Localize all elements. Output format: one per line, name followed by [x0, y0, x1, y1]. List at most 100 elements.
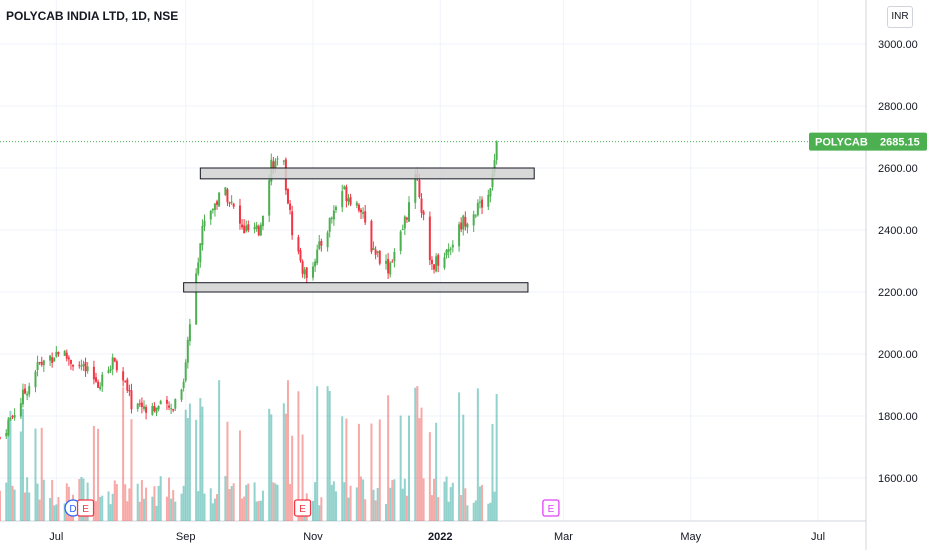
candle-body — [109, 368, 112, 371]
candle — [312, 262, 315, 281]
candle-body — [330, 217, 333, 219]
candle — [218, 191, 221, 207]
candle — [195, 268, 198, 325]
volume-bar — [259, 500, 262, 521]
volume-bar — [435, 422, 438, 521]
candle-body — [245, 225, 248, 232]
candle — [78, 361, 81, 369]
candle — [109, 365, 112, 374]
candle — [238, 198, 241, 230]
price-tick-label: 2400.00 — [878, 225, 918, 237]
currency-button[interactable]: INR — [887, 6, 913, 28]
volume-bar — [211, 503, 214, 521]
volume-bar — [130, 419, 133, 521]
candle-body — [138, 403, 141, 405]
candle-body — [274, 160, 277, 168]
candle-body — [211, 208, 214, 211]
candle-body — [13, 415, 16, 418]
candle-body — [408, 202, 411, 222]
candle — [201, 219, 204, 251]
candle-body — [94, 377, 97, 382]
volume-bar — [197, 491, 200, 521]
volume-bar — [458, 392, 461, 521]
candle — [28, 382, 31, 398]
candle-body — [372, 248, 375, 250]
candle — [362, 207, 365, 219]
candle — [466, 222, 469, 234]
candle — [385, 254, 388, 270]
candle — [153, 402, 156, 413]
volume-bar — [253, 482, 256, 521]
volume-bar — [334, 491, 337, 521]
time-tick-label: 2022 — [428, 531, 452, 543]
earnings-marker[interactable]: E — [76, 499, 95, 517]
candle — [405, 216, 408, 224]
candle — [320, 238, 323, 252]
candle — [130, 383, 133, 414]
candle-body — [289, 203, 292, 210]
volume-bar — [24, 492, 27, 521]
candle — [170, 403, 173, 415]
candle-body — [36, 362, 39, 371]
candle — [49, 354, 52, 366]
time-tick-label: May — [680, 531, 701, 543]
candle-body — [399, 231, 402, 251]
volume-bar — [113, 480, 116, 521]
candle — [370, 219, 373, 255]
candle — [393, 248, 396, 268]
candle-body — [107, 370, 110, 373]
volume-bar — [270, 414, 273, 521]
candle — [209, 209, 212, 225]
volume-bar — [224, 476, 227, 521]
volume-bar — [378, 419, 381, 521]
candle-body — [314, 261, 317, 267]
earnings-marker[interactable]: E — [293, 499, 312, 517]
candle-body — [243, 225, 246, 234]
candle — [19, 397, 22, 419]
candle — [364, 204, 367, 225]
candle — [345, 184, 348, 208]
candle — [316, 244, 319, 266]
volume-bar — [489, 502, 492, 521]
time-tick-label: Sep — [176, 531, 196, 543]
marker-label: E — [82, 504, 89, 515]
candle — [174, 398, 177, 411]
volume-bar — [126, 501, 129, 521]
volume-bar — [347, 497, 350, 521]
candle — [378, 250, 381, 266]
candle — [213, 203, 216, 217]
volume-bar — [460, 495, 463, 521]
price-tick-label: 2600.00 — [878, 163, 918, 175]
candle-body — [224, 187, 227, 195]
volume-bar — [145, 487, 148, 521]
candle — [462, 214, 465, 236]
candle — [481, 196, 484, 215]
marker-label: E — [548, 504, 555, 515]
candle-body — [34, 371, 37, 388]
candle-body — [151, 406, 154, 415]
candle — [69, 359, 72, 370]
candle-body — [312, 266, 315, 278]
candle-body — [291, 211, 294, 236]
volume-bar — [136, 483, 139, 521]
volume-bar — [63, 503, 66, 521]
volume-bar — [5, 482, 8, 521]
candle — [297, 234, 300, 255]
candle-body — [376, 251, 379, 253]
volume-bar — [449, 487, 452, 521]
candle — [341, 184, 344, 213]
candle — [276, 155, 279, 166]
volume-bar — [115, 484, 118, 521]
chart-title: POLYCAB INDIA LTD, 1D, NSE — [6, 9, 179, 23]
candle — [437, 253, 440, 273]
volume-bar — [243, 496, 246, 521]
candle-body — [491, 173, 494, 188]
candle — [138, 399, 141, 408]
candle — [389, 261, 392, 278]
volume-bar — [34, 428, 37, 521]
candle — [303, 266, 306, 279]
volume-bar — [414, 387, 417, 521]
earnings-marker[interactable]: E — [542, 499, 560, 517]
volume-bar — [19, 431, 22, 521]
